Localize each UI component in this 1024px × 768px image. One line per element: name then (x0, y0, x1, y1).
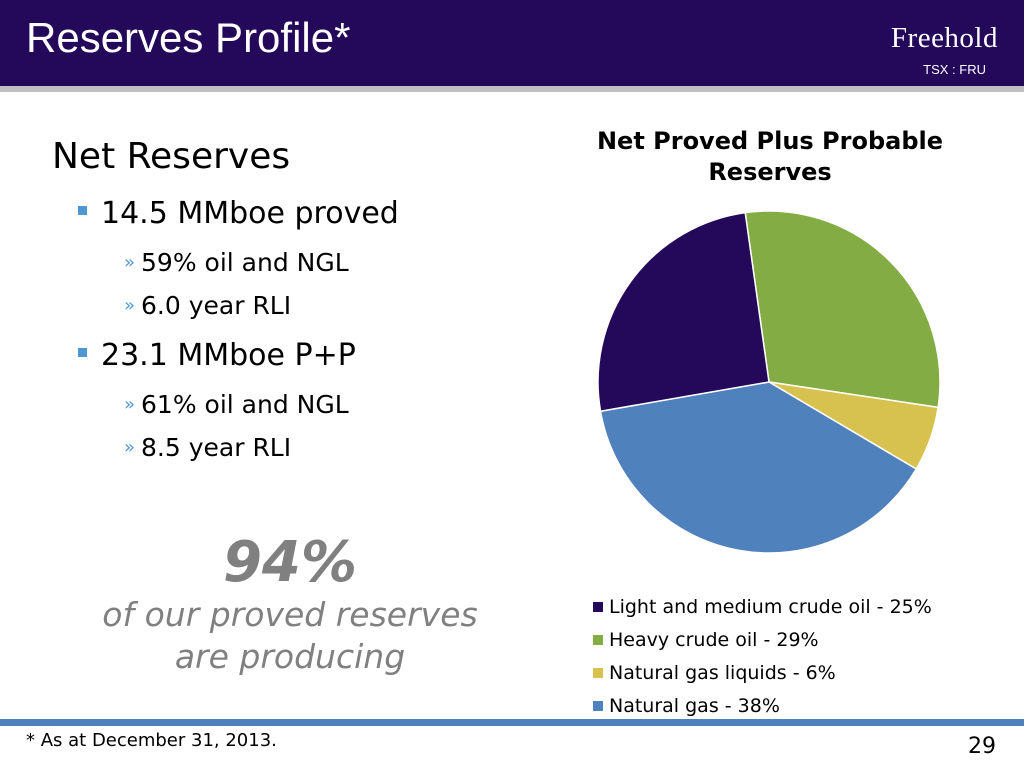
producing-percent: 94% (222, 530, 358, 595)
sub-bullet: » 61% oil and NGL (124, 390, 349, 419)
legend-swatch (593, 634, 603, 645)
legend-item: Light and medium crude oil - 25% (593, 590, 932, 623)
caption-line: of our proved reserves (102, 595, 478, 634)
square-bullet-icon (78, 348, 87, 357)
pie-slice (597, 211, 770, 413)
chart-legend: Light and medium crude oil - 25% Heavy cr… (593, 590, 932, 722)
chevron-right-icon: » (124, 436, 136, 458)
legend-item: Heavy crude oil - 29% (593, 623, 932, 656)
chart-title: Net Proved Plus Probable Reserves (560, 126, 980, 188)
sub-bullet-text: 59% oil and NGL (141, 248, 349, 277)
legend-item: Natural gas liquids - 6% (593, 656, 932, 689)
section-heading: Net Reserves (52, 136, 291, 177)
bullet-text: 23.1 MMboe P+P (101, 338, 356, 373)
sub-bullet-text: 61% oil and NGL (141, 390, 349, 419)
reserves-pie-chart (597, 210, 941, 554)
footnote: * As at December 31, 2013. (26, 730, 277, 751)
company-logo: Freehold (890, 22, 998, 54)
header-divider (0, 86, 1024, 92)
legend-swatch (593, 667, 603, 678)
square-bullet-icon (78, 206, 87, 215)
header-bar (0, 0, 1024, 86)
legend-swatch (593, 601, 603, 612)
bullet-pp: 23.1 MMboe P+P (78, 338, 356, 373)
sub-bullet-text: 8.5 year RLI (141, 433, 292, 462)
chart-title-line: Net Proved Plus Probable (596, 127, 944, 155)
chevron-right-icon: » (124, 393, 136, 415)
footer-divider (0, 719, 1024, 726)
caption-line: are producing (174, 637, 406, 676)
legend-label: Natural gas - 38% (609, 694, 780, 717)
sub-bullet-text: 6.0 year RLI (141, 291, 292, 320)
sub-bullet: » 59% oil and NGL (124, 248, 349, 277)
chart-title-line: Reserves (708, 158, 832, 186)
legend-label: Natural gas liquids - 6% (609, 661, 836, 684)
bullet-text: 14.5 MMboe proved (101, 196, 399, 231)
slide-title: Reserves Profile* (26, 14, 351, 61)
pie-slice (744, 210, 941, 409)
bullet-proved: 14.5 MMboe proved (78, 196, 399, 231)
legend-label: Light and medium crude oil - 25% (609, 595, 932, 618)
sub-bullet: » 6.0 year RLI (124, 291, 291, 320)
pie-slice (599, 381, 918, 554)
legend-label: Heavy crude oil - 29% (609, 628, 819, 651)
chevron-right-icon: » (124, 294, 136, 316)
legend-swatch (593, 700, 603, 711)
page-number: 29 (968, 734, 996, 759)
legend-item: Natural gas - 38% (593, 689, 932, 722)
ticker-symbol: TSX : FRU (923, 62, 986, 77)
chevron-right-icon: » (124, 251, 136, 273)
producing-caption: of our proved reserves are producing (60, 594, 520, 678)
sub-bullet: » 8.5 year RLI (124, 433, 291, 462)
